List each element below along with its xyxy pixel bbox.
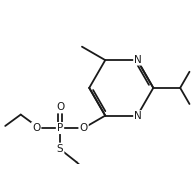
Text: N: N xyxy=(134,111,142,121)
Text: P: P xyxy=(57,123,63,133)
Text: S: S xyxy=(57,144,63,154)
Text: N: N xyxy=(134,54,142,65)
Text: O: O xyxy=(32,123,40,133)
Text: O: O xyxy=(79,123,88,133)
Text: O: O xyxy=(56,102,64,112)
